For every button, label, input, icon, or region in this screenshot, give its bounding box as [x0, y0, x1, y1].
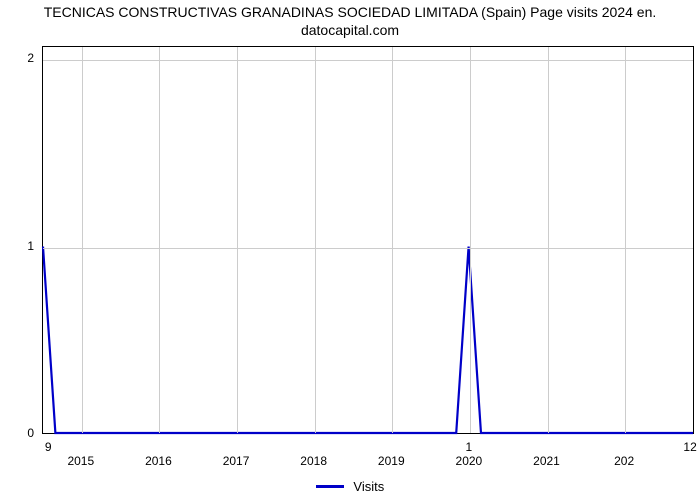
legend-swatch [316, 485, 344, 488]
gridline-horizontal [43, 248, 693, 249]
x-tick-label: 2017 [223, 454, 250, 468]
chart-title-line1: TECNICAS CONSTRUCTIVAS GRANADINAS SOCIED… [0, 4, 700, 22]
gridline-vertical [315, 47, 316, 433]
gridline-horizontal [43, 60, 693, 61]
plot-area [42, 46, 694, 434]
x-tick-label: 2015 [67, 454, 94, 468]
data-point-label: 12 [683, 440, 696, 454]
chart-title: TECNICAS CONSTRUCTIVAS GRANADINAS SOCIED… [0, 4, 700, 39]
line-series [43, 47, 693, 433]
x-tick-label: 2018 [300, 454, 327, 468]
gridline-vertical [392, 47, 393, 433]
gridline-vertical [625, 47, 626, 433]
x-tick-label: 2020 [456, 454, 483, 468]
gridline-vertical [237, 47, 238, 433]
y-tick-label: 1 [0, 239, 34, 253]
y-tick-label: 2 [0, 51, 34, 65]
data-point-label: 9 [45, 440, 52, 454]
visits-chart: TECNICAS CONSTRUCTIVAS GRANADINAS SOCIED… [0, 0, 700, 500]
legend-label: Visits [353, 479, 384, 494]
gridline-vertical [159, 47, 160, 433]
gridline-vertical [82, 47, 83, 433]
x-tick-label: 202 [614, 454, 634, 468]
x-tick-label: 2016 [145, 454, 172, 468]
legend: Visits [0, 478, 700, 494]
gridline-vertical [470, 47, 471, 433]
data-point-label: 1 [466, 440, 473, 454]
x-tick-label: 2021 [533, 454, 560, 468]
chart-title-line2: datocapital.com [0, 22, 700, 40]
gridline-vertical [548, 47, 549, 433]
y-tick-label: 0 [0, 426, 34, 440]
x-tick-label: 2019 [378, 454, 405, 468]
